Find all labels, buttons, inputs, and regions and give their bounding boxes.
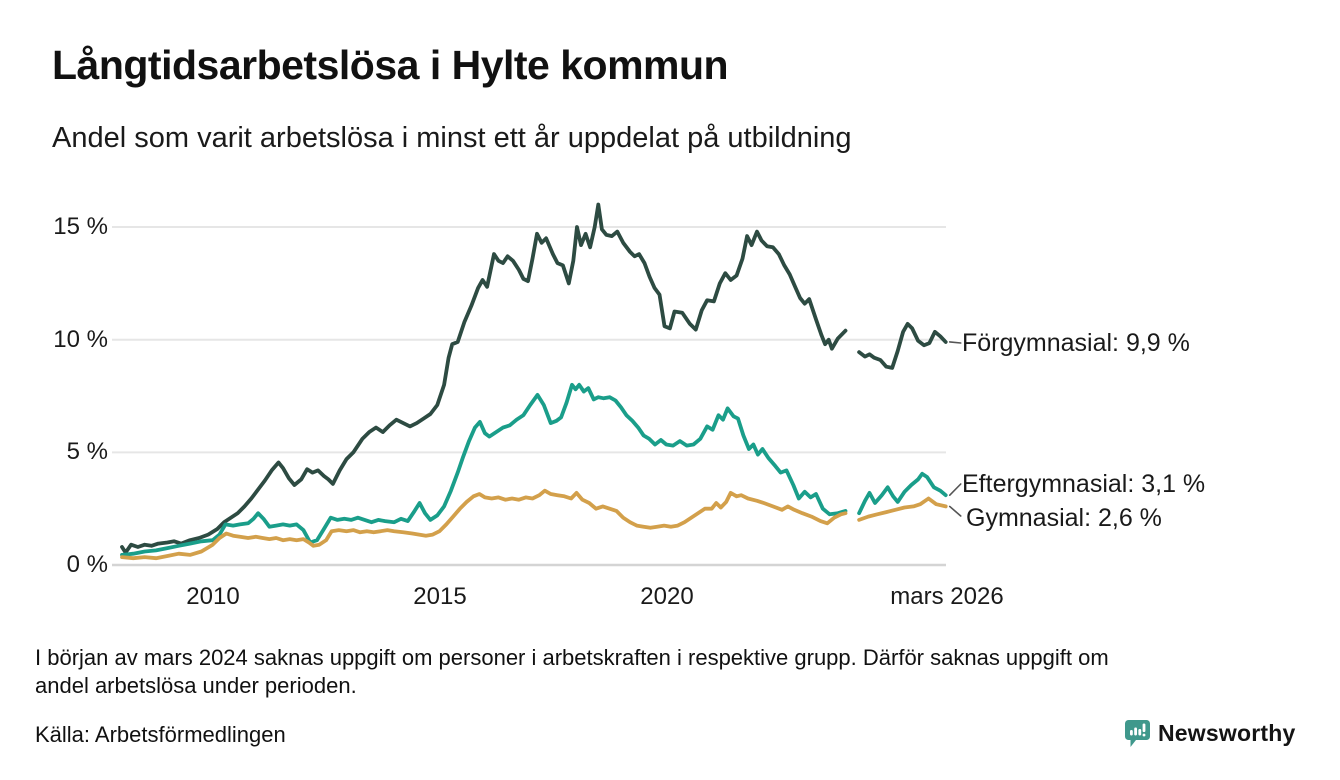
chart-title: Långtidsarbetslösa i Hylte kommun [52, 42, 729, 88]
chart-subtitle: Andel som varit arbetslösa i minst ett å… [52, 122, 852, 154]
footnote-line-2: andel arbetslösa under perioden. [35, 673, 357, 698]
x-axis-label-2020: 2020 [640, 583, 694, 610]
y-axis-label-0: 0 % [66, 551, 108, 578]
y-axis-label-10: 10 % [53, 326, 108, 353]
gridlines [112, 226, 946, 567]
footnote: I början av mars 2024 saknas uppgift om … [35, 644, 1315, 700]
series-end-label-gymnasial: Gymnasial: 2,6 % [966, 504, 1162, 532]
y-axis-label-5: 5 % [66, 438, 108, 465]
series-end-label-eftergymnasial: Eftergymnasial: 3,1 % [962, 470, 1206, 498]
newsworthy-wordmark: Newsworthy [1158, 719, 1296, 746]
newsworthy-logo: Newsworthy [1124, 718, 1295, 748]
x-axis-label-2015: 2015 [413, 583, 467, 610]
source-note: Källa: Arbetsförmedlingen [35, 722, 286, 747]
newsworthy-logo-icon [1124, 719, 1151, 748]
footnote-line-1: I början av mars 2024 saknas uppgift om … [35, 645, 1109, 670]
y-axis-label-15: 15 % [53, 213, 108, 240]
x-axis-label-2010: 2010 [186, 583, 240, 610]
series-end-label-forgymnasial: Förgymnasial: 9,9 % [962, 329, 1190, 357]
x-axis-label-mars-2026: mars 2026 [890, 583, 1004, 610]
leader-lines [948, 341, 962, 517]
series-lines [120, 202, 948, 561]
